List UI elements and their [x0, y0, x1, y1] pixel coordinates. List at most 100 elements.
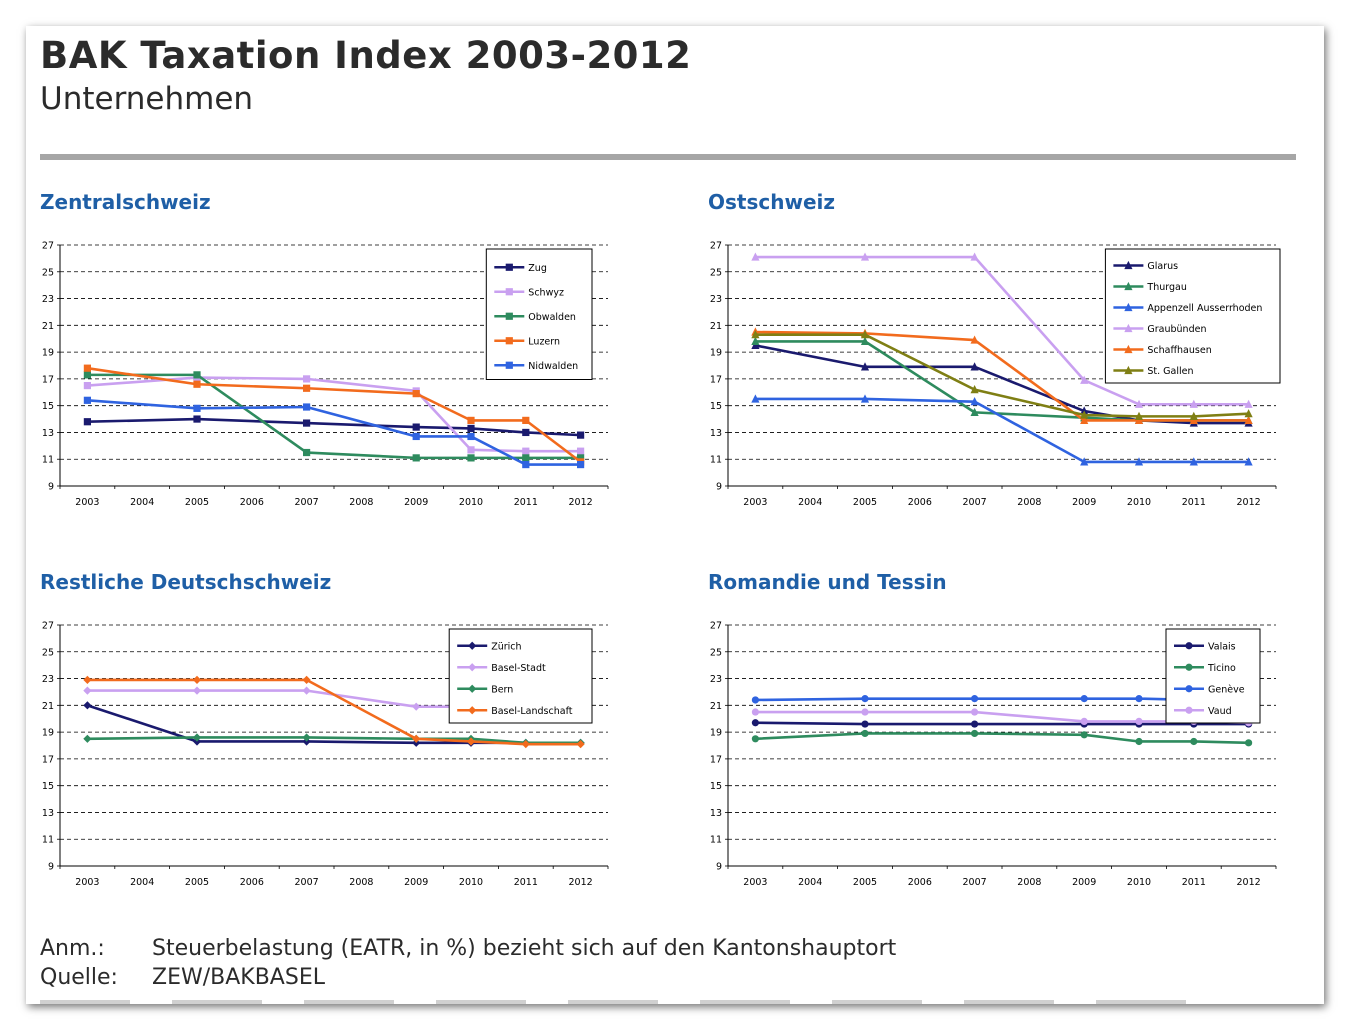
legend-label-nidwalden: Nidwalden — [528, 361, 578, 372]
legend-label-basel-landschaft: Basel-Landschaft — [491, 706, 573, 717]
legend-marker-basel-landschaft — [468, 706, 477, 715]
data-point-st-gallen — [1244, 409, 1253, 418]
legend-label-zug: Zug — [528, 263, 547, 274]
y-tick-label: 27 — [42, 621, 54, 632]
x-tick-label: 2012 — [1237, 497, 1261, 508]
x-tick-label: 2006 — [240, 877, 264, 888]
data-point-st-gallen — [751, 330, 760, 339]
x-tick-label: 2010 — [1127, 877, 1151, 888]
x-tick-label: 2003 — [743, 877, 767, 888]
legend-marker-graubunden — [1124, 323, 1133, 333]
data-point-valais — [751, 719, 759, 727]
y-tick-label: 9 — [716, 482, 722, 493]
x-tick-label: 2011 — [1182, 877, 1206, 888]
data-point-basel-stadt — [412, 702, 421, 711]
data-point-basel-landschaft — [83, 675, 92, 684]
x-tick-label: 2012 — [569, 877, 593, 888]
x-tick-label: 2006 — [908, 497, 932, 508]
series-line-obwalden — [87, 373, 581, 460]
data-point-vaud — [751, 708, 759, 716]
chart-title-romandie-tessin: Romandie und Tessin — [708, 570, 947, 594]
bottom-strip — [40, 1000, 1210, 1004]
data-point-graubunden — [751, 252, 760, 261]
x-tick-label: 2007 — [963, 497, 987, 508]
x-tick-label: 2008 — [1017, 877, 1041, 888]
data-point-nidwalden — [193, 404, 201, 412]
data-point-zug — [522, 428, 530, 437]
data-point-zug — [83, 418, 91, 426]
x-tick-label: 2012 — [569, 497, 593, 508]
data-point-appenzell-ausserrhoden — [1134, 457, 1144, 466]
data-point-basel-landschaft — [576, 740, 585, 749]
chart-title-zentralschweiz: Zentralschweiz — [40, 190, 211, 214]
legend-label-thurgau: Thurgau — [1146, 282, 1186, 293]
x-tick-label: 2005 — [853, 877, 877, 888]
y-tick-label: 13 — [42, 428, 54, 439]
y-tick-label: 11 — [710, 835, 722, 846]
x-tick-label: 2009 — [404, 497, 428, 508]
legend-label-geneve: Genève — [1208, 684, 1245, 695]
legend-box — [1104, 248, 1281, 384]
y-tick-label: 19 — [710, 348, 722, 359]
footnote-anm: Anm.: Steuerbelastung (EATR, in %) bezieh… — [40, 936, 896, 961]
y-tick-label: 11 — [42, 835, 54, 846]
data-point-vaud — [1080, 717, 1088, 725]
y-tick-label: 9 — [48, 482, 54, 493]
data-point-basel-landschaft — [466, 737, 476, 746]
x-tick-label: 2010 — [459, 877, 483, 888]
x-tick-label: 2009 — [404, 877, 428, 888]
data-point-appenzell-ausserrhoden — [1189, 457, 1198, 466]
report-page: BAK Taxation Index 2003-2012 Unternehmen… — [26, 26, 1324, 1004]
data-point-ticino — [861, 729, 869, 738]
data-point-appenzell-ausserrhoden — [970, 397, 979, 406]
legend-marker-ticino — [1185, 663, 1193, 671]
data-point-st-gallen — [1080, 410, 1089, 419]
y-tick-label: 25 — [42, 267, 54, 278]
x-tick-label: 2003 — [75, 497, 99, 508]
x-tick-label: 2007 — [295, 497, 319, 508]
data-point-st-gallen — [1189, 411, 1198, 420]
data-point-glarus — [860, 362, 870, 371]
y-tick-label: 15 — [42, 401, 54, 412]
x-tick-label: 2005 — [185, 497, 209, 508]
y-tick-label: 11 — [710, 455, 722, 466]
footnote-quelle: Quelle: ZEW/BAKBASEL — [40, 965, 325, 990]
y-tick-label: 23 — [42, 294, 54, 305]
y-tick-label: 27 — [710, 621, 722, 632]
legend-label-schwyz: Schwyz — [528, 287, 564, 298]
data-point-thurgau — [860, 336, 870, 345]
page-subtitle: Unternehmen — [40, 81, 254, 117]
data-point-obwalden — [577, 454, 585, 462]
data-point-nidwalden — [522, 460, 530, 469]
chart-romandie-tessin: 9 11 13 15 17 19 21 23 25 27 2003 2004 2005 2006 2007 2… — [710, 621, 1277, 888]
y-tick-label: 23 — [710, 674, 722, 685]
data-point-zug — [193, 415, 201, 423]
legend-label-zurich: Zürich — [491, 641, 521, 652]
legend-label-vaud: Vaud — [1208, 706, 1232, 717]
data-point-zug — [303, 419, 311, 427]
data-point-bern — [83, 734, 92, 743]
legend-marker-st-gallen — [1124, 365, 1133, 375]
data-point-vaud — [861, 708, 869, 716]
x-tick-label: 2004 — [130, 497, 154, 508]
data-point-geneve — [751, 696, 759, 704]
legend-label-schaffhausen: Schaffhausen — [1147, 345, 1211, 356]
data-point-schaffhausen — [970, 335, 979, 344]
legend-marker-bern — [468, 684, 477, 693]
y-tick-label: 11 — [42, 455, 54, 466]
x-tick-label: 2008 — [349, 877, 373, 888]
data-point-luzern — [412, 390, 420, 398]
footnote-quelle-label: Quelle: — [40, 965, 118, 990]
data-point-geneve — [971, 695, 979, 703]
y-tick-label: 15 — [710, 401, 722, 412]
data-point-ticino — [971, 729, 979, 738]
x-tick-label: 2011 — [514, 497, 538, 508]
x-tick-label: 2005 — [185, 877, 209, 888]
x-tick-label: 2003 — [75, 877, 99, 888]
data-point-ticino — [1190, 737, 1198, 746]
y-tick-label: 21 — [710, 701, 722, 712]
legend-label-valais: Valais — [1208, 641, 1236, 652]
data-point-ticino — [751, 735, 759, 743]
footnote-anm-text: Steuerbelastung (EATR, in %) bezieht sic… — [152, 936, 897, 961]
data-point-zug — [412, 423, 420, 431]
